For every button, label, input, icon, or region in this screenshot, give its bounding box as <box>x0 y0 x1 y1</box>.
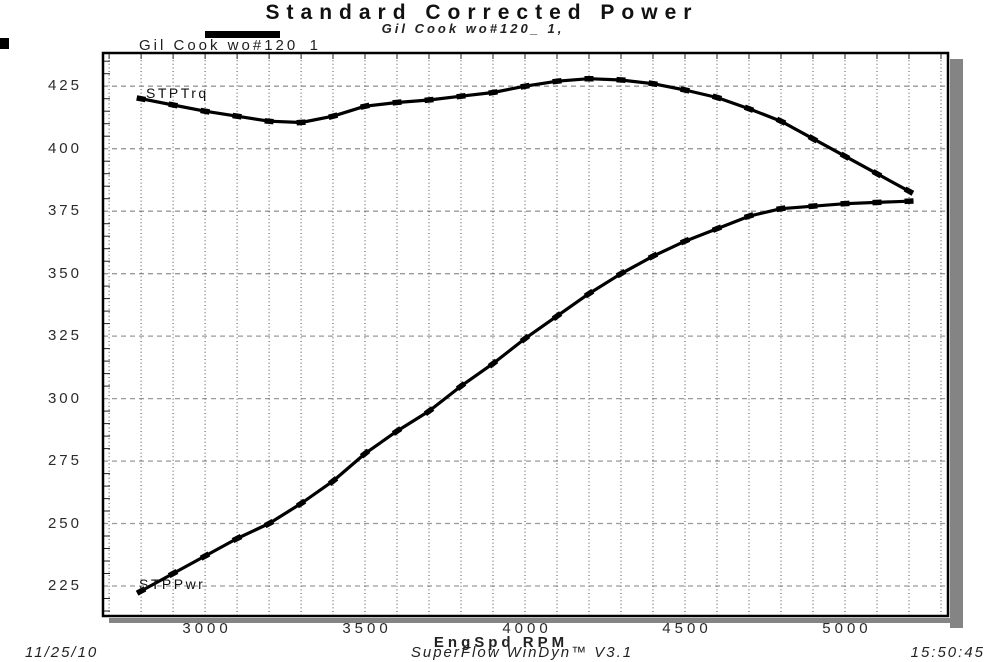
data-point-marker <box>487 358 499 369</box>
legend-run-label: Gil Cook wo#120_1 <box>139 37 321 54</box>
stptrq-curve <box>140 77 910 193</box>
data-point-marker <box>200 107 210 115</box>
y-tick-label: 300 <box>47 389 82 407</box>
data-point-marker <box>327 476 339 486</box>
frame-shadow-bottom <box>109 618 963 623</box>
y-tick-label: 425 <box>47 77 82 95</box>
data-point-marker <box>552 77 562 85</box>
data-point-marker <box>360 102 370 110</box>
data-point-marker <box>840 200 850 207</box>
data-point-marker <box>392 99 402 106</box>
x-axis-title: EngSpd RPM <box>433 634 569 651</box>
plot-frame <box>101 51 950 618</box>
y-tick-label: 375 <box>47 202 82 220</box>
data-point-marker <box>711 224 723 233</box>
data-point-marker <box>167 568 179 579</box>
legend-color-swatch <box>205 31 280 38</box>
chart-subtitle: Gil Cook wo#120_ 1, <box>381 21 565 36</box>
x-tick-label: 4500 <box>662 620 712 637</box>
data-point-marker <box>199 551 211 561</box>
data-point-marker <box>391 426 403 436</box>
data-point-marker <box>615 269 627 279</box>
y-tick-label: 275 <box>47 452 82 470</box>
power-curve-label: STPPwr <box>139 576 206 592</box>
y-tick-label: 400 <box>47 139 82 157</box>
data-point-marker <box>456 92 466 100</box>
torque-curve-label: STPTrq <box>146 85 209 101</box>
x-tick-label: 3000 <box>182 620 232 637</box>
chart-title: Standard Corrected Power <box>265 1 699 24</box>
y-tick-label: 250 <box>47 514 82 532</box>
data-point-marker <box>679 236 691 246</box>
data-point-marker <box>424 96 434 104</box>
data-point-marker <box>520 82 530 90</box>
data-point-marker <box>583 288 595 299</box>
data-point-marker <box>648 80 658 88</box>
data-point-marker <box>295 498 307 509</box>
data-point-marker <box>871 169 883 179</box>
data-point-marker <box>455 381 467 391</box>
data-point-marker <box>839 151 851 161</box>
data-point-marker <box>743 212 755 221</box>
data-point-marker <box>903 186 915 196</box>
y-tick-label: 325 <box>47 327 82 345</box>
footer-date: 11/25/10 <box>25 644 99 661</box>
data-point-marker <box>136 95 147 103</box>
data-point-marker <box>328 112 339 120</box>
data-point-marker <box>263 518 275 529</box>
data-point-marker <box>359 448 371 459</box>
data-point-marker <box>616 76 626 84</box>
y-tick-label: 225 <box>47 577 82 594</box>
data-point-marker <box>519 333 531 344</box>
data-point-marker <box>711 93 723 102</box>
data-point-marker <box>807 134 819 144</box>
x-tick-label: 3500 <box>342 620 392 637</box>
x-tick-label: 5000 <box>822 620 872 637</box>
data-point-marker <box>488 89 498 96</box>
data-point-marker <box>776 205 786 213</box>
data-point-marker <box>647 251 659 261</box>
data-point-marker <box>296 119 306 126</box>
footer-time: 15:50:45 <box>910 644 985 661</box>
data-point-marker <box>231 534 243 544</box>
y-tick-label: 350 <box>47 264 82 282</box>
data-point-marker <box>775 116 787 126</box>
frame-shadow-right <box>950 59 963 628</box>
window-edge-artifact <box>0 38 9 49</box>
data-point-marker <box>680 86 690 94</box>
data-point-marker <box>232 112 242 120</box>
data-point-marker <box>264 118 274 125</box>
data-point-marker <box>551 311 563 321</box>
data-point-marker <box>743 104 755 113</box>
data-point-marker <box>808 203 818 210</box>
data-point-marker <box>135 586 147 596</box>
data-point-marker <box>423 406 435 416</box>
data-point-marker <box>168 101 179 109</box>
x-tick-label: 4000 <box>502 620 552 637</box>
footer-software: SuperFlow WinDyn™ V3.1 <box>410 644 634 661</box>
